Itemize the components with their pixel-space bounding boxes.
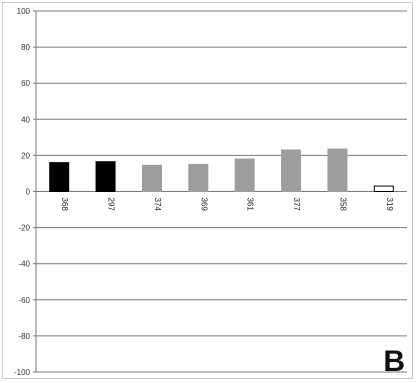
category-label: 358 [338, 198, 347, 212]
bar [373, 185, 394, 193]
y-tick-label: -100 [14, 368, 31, 377]
y-tick-label: -40 [18, 260, 30, 269]
category-label: 374 [153, 198, 162, 212]
category-label: 369 [199, 198, 208, 212]
category-label: 297 [107, 198, 116, 212]
category-label: 319 [385, 198, 394, 212]
bar [188, 163, 209, 193]
y-tick-label: -20 [18, 224, 30, 233]
y-tick-label: -80 [18, 332, 30, 341]
bar [234, 158, 255, 192]
y-tick-label: 80 [21, 43, 30, 52]
y-tick-label: 0 [26, 188, 31, 197]
y-tick-label: -60 [18, 296, 30, 305]
bar [49, 162, 70, 192]
bar [95, 161, 116, 192]
y-tick-label: 100 [17, 7, 31, 16]
y-tick-label: 20 [21, 151, 30, 160]
bar [281, 149, 302, 192]
panel-label: B [383, 345, 405, 378]
bar [141, 164, 162, 192]
category-label: 361 [246, 198, 255, 212]
category-label: 377 [292, 198, 301, 212]
y-tick-label: 60 [21, 79, 30, 88]
bar [327, 148, 348, 193]
y-tick-label: 40 [21, 115, 30, 124]
category-label: 368 [60, 198, 69, 212]
